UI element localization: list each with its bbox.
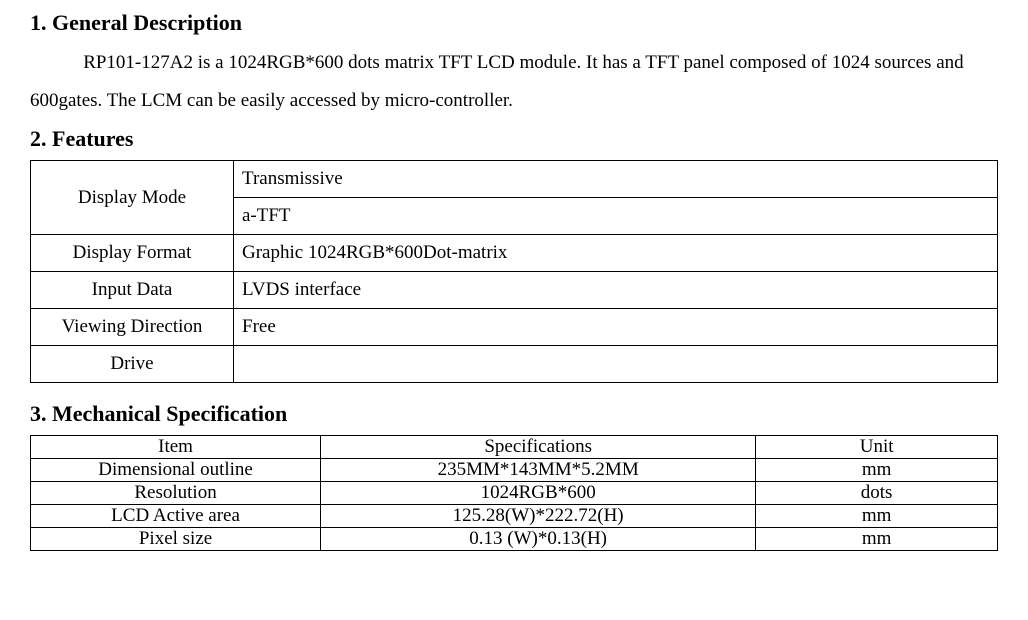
table-row: Dimensional outline 235MM*143MM*5.2MM mm — [31, 459, 998, 482]
mech-cell-item: Dimensional outline — [31, 459, 321, 482]
features-label: Viewing Direction — [31, 309, 234, 346]
mech-cell-unit: dots — [756, 482, 998, 505]
table-row: Viewing Direction Free — [31, 309, 998, 346]
mechanical-table: Item Specifications Unit Dimensional out… — [30, 435, 998, 551]
features-value — [234, 346, 998, 383]
mech-cell-spec: 1024RGB*600 — [321, 482, 756, 505]
mech-cell-item: Resolution — [31, 482, 321, 505]
features-value: Graphic 1024RGB*600Dot-matrix — [234, 235, 998, 272]
mech-cell-spec: 0.13 (W)*0.13(H) — [321, 528, 756, 551]
features-value: a-TFT — [234, 198, 998, 235]
mech-cell-spec: 125.28(W)*222.72(H) — [321, 505, 756, 528]
table-row: Display Format Graphic 1024RGB*600Dot-ma… — [31, 235, 998, 272]
section2-heading: 2. Features — [30, 126, 998, 152]
mech-cell-unit: mm — [756, 528, 998, 551]
mech-cell-unit: mm — [756, 459, 998, 482]
mech-cell-spec: 235MM*143MM*5.2MM — [321, 459, 756, 482]
features-value: LVDS interface — [234, 272, 998, 309]
table-row: Display Mode Transmissive — [31, 161, 998, 198]
table-row: LCD Active area 125.28(W)*222.72(H) mm — [31, 505, 998, 528]
features-label: Display Format — [31, 235, 234, 272]
table-header-row: Item Specifications Unit — [31, 436, 998, 459]
page-content: 1. General Description RP101-127A2 is a … — [0, 0, 1028, 571]
features-table: Display Mode Transmissive a-TFT Display … — [30, 160, 998, 383]
features-label: Input Data — [31, 272, 234, 309]
features-label: Drive — [31, 346, 234, 383]
section3-heading: 3. Mechanical Specification — [30, 401, 998, 427]
mech-cell-item: LCD Active area — [31, 505, 321, 528]
mech-cell-unit: mm — [756, 505, 998, 528]
mech-col-header: Unit — [756, 436, 998, 459]
table-row: Input Data LVDS interface — [31, 272, 998, 309]
features-value: Transmissive — [234, 161, 998, 198]
table-row: Pixel size 0.13 (W)*0.13(H) mm — [31, 528, 998, 551]
features-label: Display Mode — [31, 161, 234, 235]
section1-paragraph: RP101-127A2 is a 1024RGB*600 dots matrix… — [30, 44, 998, 120]
table-row: Drive — [31, 346, 998, 383]
mech-col-header: Specifications — [321, 436, 756, 459]
features-value: Free — [234, 309, 998, 346]
section1-heading: 1. General Description — [30, 10, 998, 36]
mech-col-header: Item — [31, 436, 321, 459]
table-row: Resolution 1024RGB*600 dots — [31, 482, 998, 505]
mech-cell-item: Pixel size — [31, 528, 321, 551]
